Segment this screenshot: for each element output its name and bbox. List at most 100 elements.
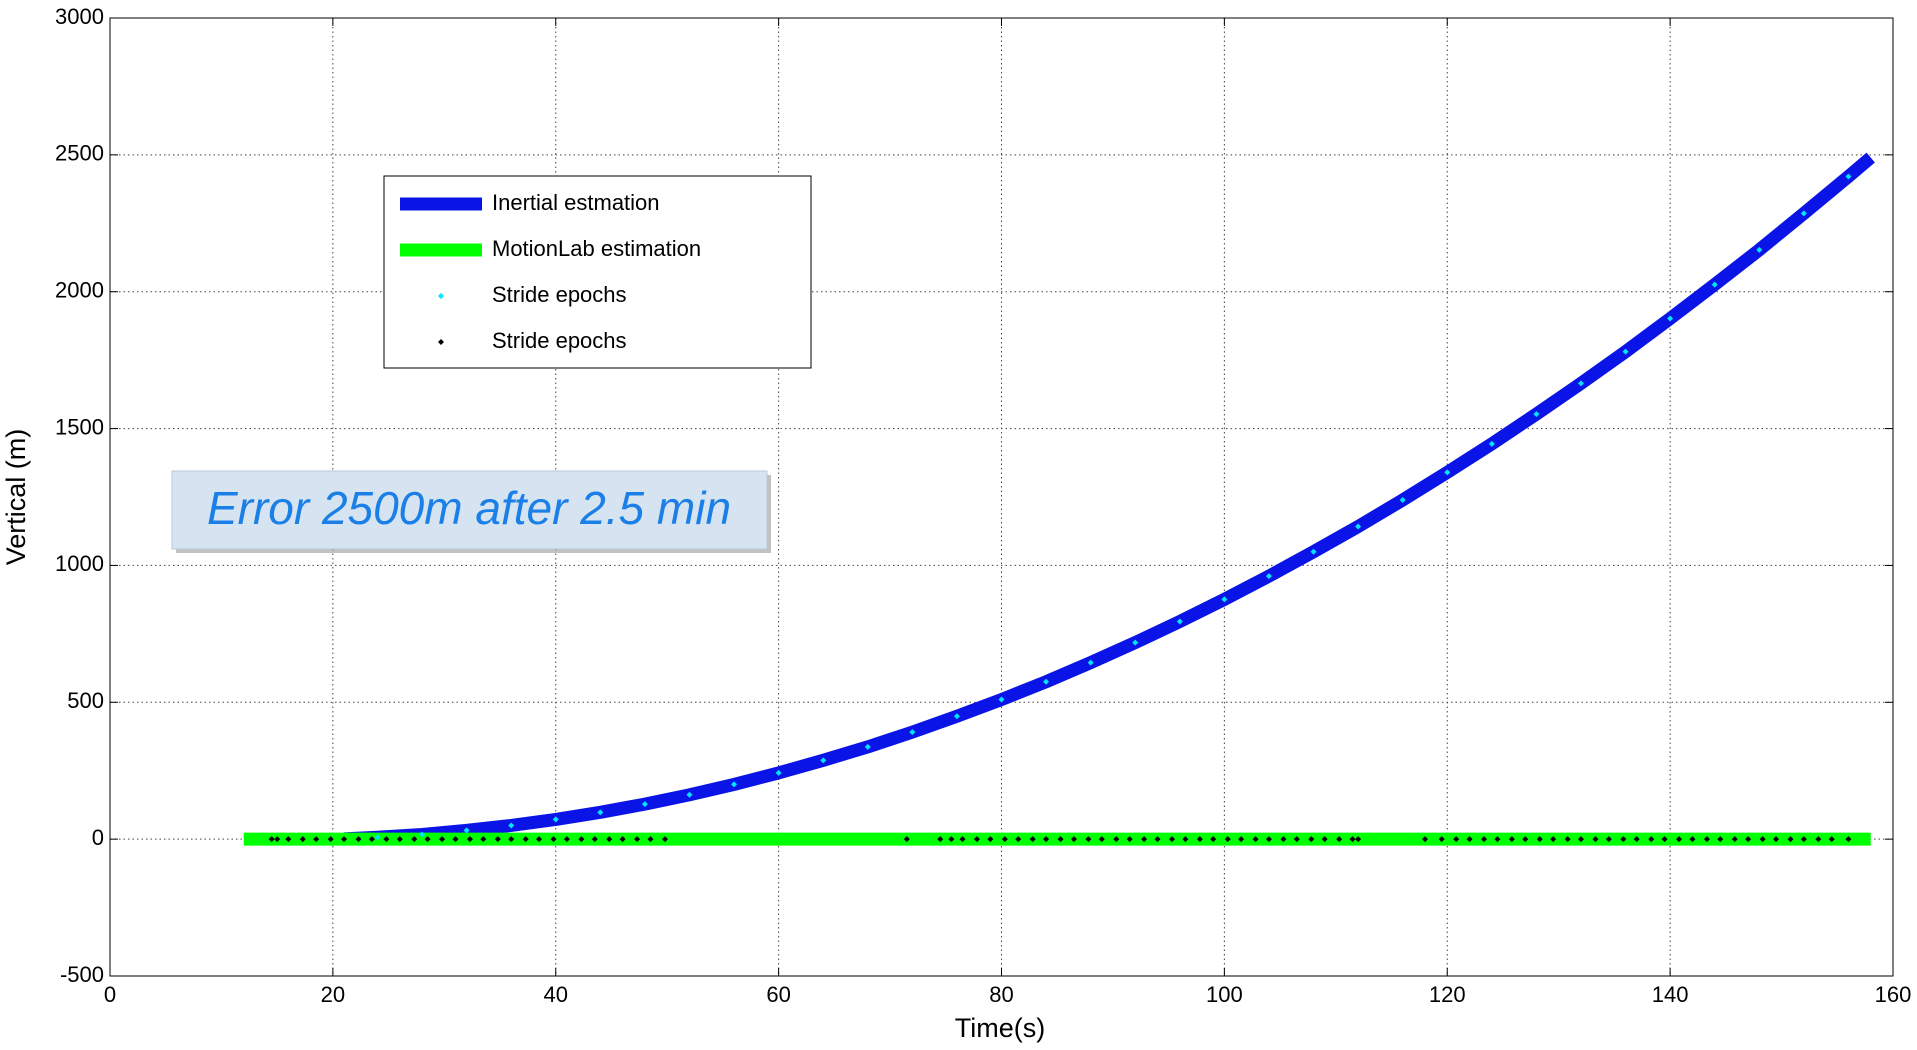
stride-marker: [959, 836, 966, 843]
stride-marker: [1577, 380, 1584, 387]
annotation-box: [171, 470, 768, 550]
stride-marker: [1800, 836, 1807, 843]
stride-marker: [597, 809, 604, 816]
legend-label: MotionLab estimation: [492, 236, 701, 261]
stride-marker: [1633, 836, 1640, 843]
stride-marker: [1098, 836, 1105, 843]
stride-marker: [1308, 836, 1315, 843]
stride-marker: [864, 743, 871, 750]
stride-marker: [552, 816, 559, 823]
stride-marker: [1043, 678, 1050, 685]
stride-marker: [1238, 836, 1245, 843]
stride-marker: [313, 836, 320, 843]
stride-marker: [1210, 836, 1217, 843]
stride-marker: [1689, 836, 1696, 843]
legend-swatch: [438, 339, 444, 345]
stride-marker: [1421, 836, 1428, 843]
stride-marker: [341, 836, 348, 843]
stride-marker: [1667, 315, 1674, 322]
plot-frame: [109, 17, 1894, 977]
stride-marker: [1355, 836, 1362, 843]
x-tick-label: 60: [766, 982, 790, 1007]
stride-marker: [1676, 836, 1683, 843]
y-tick-label: 0: [92, 825, 104, 850]
stride-marker: [1132, 639, 1139, 646]
stride-marker: [327, 836, 334, 843]
stride-marker: [1466, 836, 1473, 843]
stride-marker: [591, 836, 598, 843]
stride-marker: [439, 836, 446, 843]
stride-marker: [1310, 548, 1317, 555]
stride-marker: [1522, 836, 1529, 843]
x-axis-label: Time(s): [955, 1013, 1045, 1043]
stride-marker: [634, 836, 641, 843]
stride-marker: [1787, 836, 1794, 843]
stride-marker: [1648, 836, 1655, 843]
stride-marker: [1029, 836, 1036, 843]
stride-marker: [1533, 411, 1540, 418]
legend-swatch: [438, 293, 444, 299]
stride-marker: [948, 836, 955, 843]
stride-marker: [1745, 836, 1752, 843]
stride-marker: [1577, 836, 1584, 843]
stride-marker: [1815, 836, 1822, 843]
x-tick-label: 120: [1429, 982, 1466, 1007]
stride-marker: [1438, 836, 1445, 843]
stride-marker: [903, 836, 910, 843]
legend-label: Stride epochs: [492, 328, 627, 353]
stride-marker: [1488, 440, 1495, 447]
stride-marker: [374, 834, 381, 841]
stride-marker: [1265, 836, 1272, 843]
stride-marker: [686, 791, 693, 798]
stride-marker: [1772, 836, 1779, 843]
stride-marker: [619, 836, 626, 843]
stride-marker: [299, 836, 306, 843]
stride-marker: [1015, 836, 1022, 843]
stride-marker: [1717, 836, 1724, 843]
stride-marker: [424, 836, 431, 843]
stride-marker: [578, 836, 585, 843]
stride-marker: [1759, 836, 1766, 843]
stride-marker: [1756, 246, 1763, 253]
stride-marker: [1828, 836, 1835, 843]
stride-marker: [1592, 836, 1599, 843]
stride-marker: [1221, 596, 1228, 603]
stride-marker: [937, 836, 944, 843]
stride-marker: [563, 836, 570, 843]
stride-marker: [1113, 836, 1120, 843]
stride-marker: [536, 836, 543, 843]
y-tick-label: 2000: [55, 278, 104, 303]
legend-label: Stride epochs: [492, 282, 627, 307]
stride-marker: [480, 836, 487, 843]
stride-marker: [268, 836, 275, 843]
stride-marker: [1001, 836, 1008, 843]
stride-marker: [396, 836, 403, 843]
stride-marker: [973, 836, 980, 843]
x-tick-label: 0: [104, 982, 116, 1007]
stride-marker: [1845, 173, 1852, 180]
stride-marker: [1224, 836, 1231, 843]
annotation: Error 2500m after 2.5 min: [207, 482, 731, 534]
stride-marker: [1845, 836, 1852, 843]
stride-marker: [1176, 618, 1183, 625]
stride-marker: [1043, 836, 1050, 843]
stride-marker: [383, 836, 390, 843]
stride-marker: [606, 836, 613, 843]
stride-marker: [1182, 836, 1189, 843]
stride-marker: [274, 836, 281, 843]
stride-marker: [1154, 836, 1161, 843]
stride-marker: [522, 836, 529, 843]
stride-marker: [1508, 836, 1515, 843]
y-tick-label: 1000: [55, 551, 104, 576]
x-tick-label: 20: [321, 982, 345, 1007]
x-tick-label: 100: [1206, 982, 1243, 1007]
stride-marker: [998, 696, 1005, 703]
x-tick-label: 80: [989, 982, 1013, 1007]
y-tick-label: 3000: [55, 4, 104, 29]
stride-marker: [1293, 836, 1300, 843]
stride-marker: [1536, 836, 1543, 843]
stride-marker: [1453, 836, 1460, 843]
stride-marker: [463, 827, 470, 834]
line-series: [343, 152, 1875, 846]
stride-marker: [1620, 836, 1627, 843]
